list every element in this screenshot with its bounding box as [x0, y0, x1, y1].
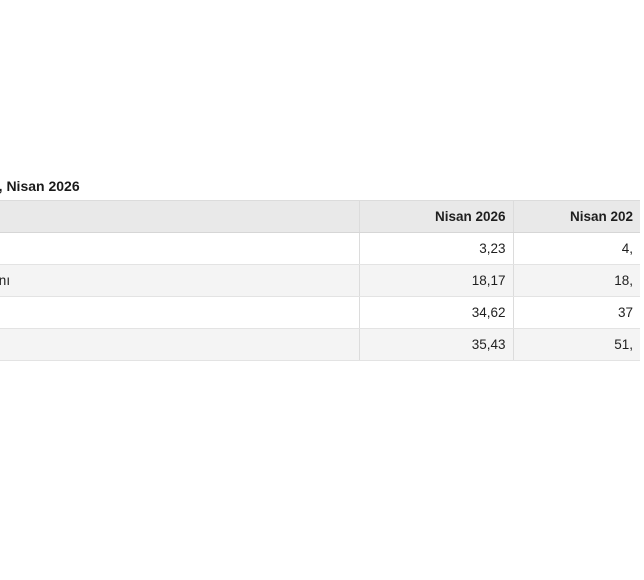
data-table: Nisan 2026 Nisan 202 ım oranı3,234,a gör…: [0, 200, 640, 361]
header-cell-nisan-2026: Nisan 2026: [359, 200, 514, 233]
row-label-cell: göre değişim oranı: [0, 296, 360, 329]
table-row: ım oranı3,234,: [0, 232, 640, 265]
row-value-nisan-2026: 34,62: [359, 296, 514, 329]
row-label-cell: a göre değişim oranı: [0, 264, 360, 297]
row-value-nisan-202x: 18,: [513, 264, 640, 297]
row-value-nisan-2026: 18,17: [359, 264, 514, 297]
table-container: Nisan 2026 Nisan 202 ım oranı3,234,a gör…: [0, 200, 644, 361]
row-value-nisan-202x: 51,: [513, 328, 640, 361]
header-cell-nisan-202x: Nisan 202: [513, 200, 640, 233]
table-header-row: Nisan 2026 Nisan 202: [0, 200, 640, 233]
header-cell-label: [0, 200, 360, 233]
row-value-nisan-2026: 35,43: [359, 328, 514, 361]
row-label-cell: ım oranı: [0, 232, 360, 265]
row-label-cell: öre değişim oranı: [0, 328, 360, 361]
row-value-nisan-2026: 3,23: [359, 232, 514, 265]
row-value-nisan-202x: 37: [513, 296, 640, 329]
row-value-nisan-202x: 4,: [513, 232, 640, 265]
table-caption: ), Nisan 2026: [0, 178, 80, 194]
